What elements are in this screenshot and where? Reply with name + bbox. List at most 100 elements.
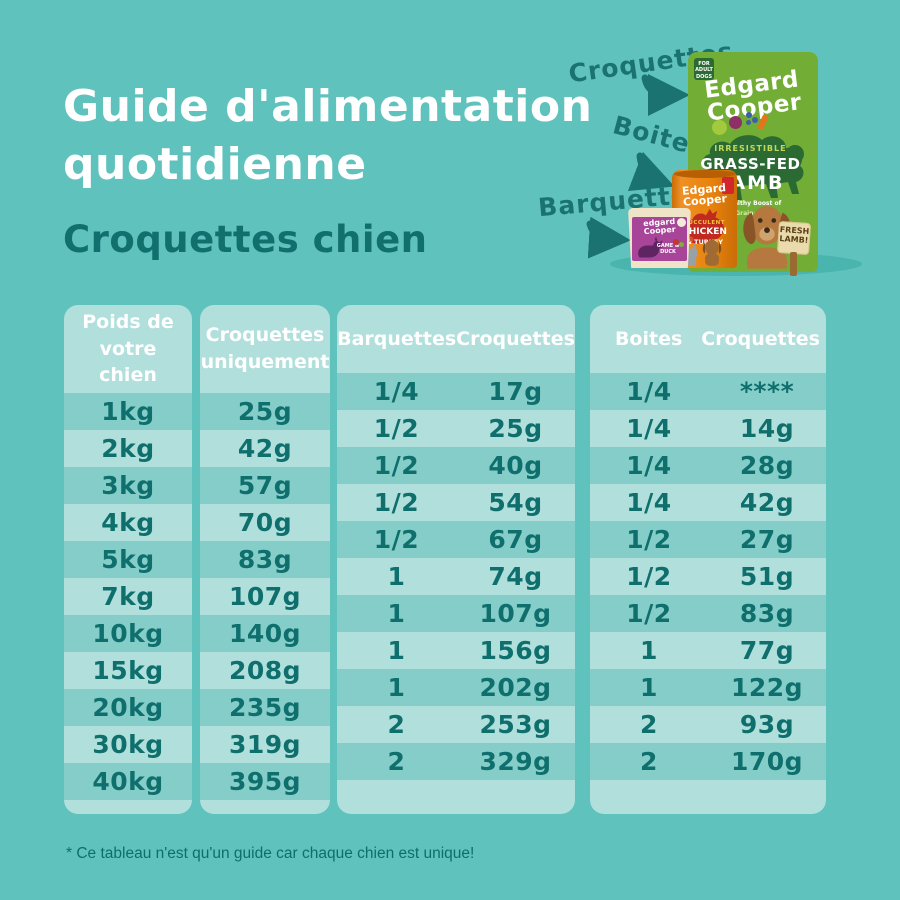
dog-illustration [743, 205, 791, 269]
table-row: 30kg [64, 726, 192, 763]
page-subtitle: Croquettes chien [63, 218, 428, 261]
title-line-2: quotidienne [63, 139, 367, 191]
berry-icon [673, 239, 679, 245]
tray-flavor: GAME & DUCK [656, 243, 680, 255]
table-row: 1/4 28g [590, 447, 826, 484]
table-cell: 17g [488, 377, 543, 406]
table-row: 1/2 25g [337, 410, 575, 447]
column-header-kibble-only: Croquettes uniquement [200, 324, 330, 373]
table-cell: 1 [640, 636, 658, 665]
table-row: 5kg [64, 541, 192, 578]
table-cell: 1/4 [626, 488, 672, 517]
table-row: 1/2 67g [337, 521, 575, 558]
table-kibble-only: Croquettes uniquement 25g 42g 57g 70g 83g 107… [200, 305, 330, 814]
table-trays: Barquettes Croquettes 1/4 17g 1/2 25g 1/2 40g… [337, 305, 575, 814]
sign-line-2: LAMB! [779, 234, 809, 246]
tray-label: edgard Cooper GAME & DUCK [632, 217, 687, 261]
blueberry-icon [746, 120, 751, 125]
table-cell: 395g [228, 767, 302, 796]
table-cell: 107g [479, 599, 552, 628]
table-row: 1kg [64, 393, 192, 430]
grain-free-label: Grain-Free [735, 210, 771, 217]
table-row: 2 253g [337, 706, 575, 743]
table-cell: 1/4 [626, 451, 672, 480]
table-row: 4kg [64, 504, 192, 541]
title-line-1: Guide d'alimentation [63, 81, 593, 132]
table-cell: 1 [387, 673, 406, 702]
table-cell: 107g [228, 582, 302, 611]
table-row: 25g [200, 393, 330, 430]
column-header-weight: Poids de votre chien [82, 311, 174, 387]
fresh-lamb-sign: FRESH LAMB! [776, 220, 812, 256]
table-cell: 40g [488, 451, 543, 480]
table-body-trays: 1/4 17g 1/2 25g 1/2 40g 1/2 54g 1/2 67g 1 74g 1 107g 1… [337, 373, 575, 780]
footnote: * Ce tableau n'est qu'un guide car chaqu… [66, 845, 475, 862]
table-cell: 25g [488, 414, 543, 443]
can-badge [722, 177, 734, 194]
apple-icon [679, 242, 684, 247]
sign-post [790, 252, 797, 276]
table-cell: 2 [387, 710, 406, 739]
deer-silhouette-icon [638, 236, 664, 258]
table-cell: 4kg [101, 508, 155, 537]
table-cell: 74g [488, 562, 543, 591]
table-cell: 1 [387, 636, 406, 665]
table-row: 7kg [64, 578, 192, 615]
table-row: 1/4 17g [337, 373, 575, 410]
table-cell: 1/2 [626, 525, 672, 554]
table-row: 3kg [64, 467, 192, 504]
beetroot-icon [729, 116, 742, 129]
arrow-icon-croquettes [641, 73, 690, 116]
table-row: 1/4 42g [590, 484, 826, 521]
table-cell: 57g [237, 471, 293, 500]
table-row: 20kg [64, 689, 192, 726]
table-row: 2kg [64, 430, 192, 467]
table-row: 1/2 27g [590, 521, 826, 558]
table-row: 395g [200, 763, 330, 800]
puppy-illustration [702, 239, 722, 266]
table-cell: 28g [739, 451, 795, 480]
table-row: 140g [200, 615, 330, 652]
column-header-boites: Boites [614, 328, 683, 351]
table-row: 10kg [64, 615, 192, 652]
bag-note: Healthy Boost of [724, 200, 782, 207]
table-cell: 1 [387, 599, 406, 628]
food-tray: edgard Cooper GAME & DUCK [628, 208, 691, 268]
table-cell: 1/2 [373, 451, 420, 480]
table-cell: 70g [237, 508, 293, 537]
table-cell: 7kg [101, 582, 155, 611]
table-cell: 170g [730, 747, 804, 776]
table-cell: 40kg [92, 767, 164, 796]
table-cell: 319g [228, 730, 302, 759]
table-cell: 156g [479, 636, 552, 665]
blueberry-icon [746, 112, 752, 118]
table-cell: 329g [479, 747, 552, 776]
table-row: 2 329g [337, 743, 575, 780]
can-flavor-intro: SUCCULENT [683, 220, 726, 226]
can-rim [674, 170, 735, 178]
column-headers-trays: Barquettes Croquettes [337, 305, 575, 373]
table-cell: 5kg [101, 545, 155, 574]
table-row: 1/2 51g [590, 558, 826, 595]
table-cell: 1 [640, 673, 658, 702]
feeding-tables: Poids de votre chien 1kg 2kg 3kg 4kg 5kg 7kg 1… [64, 305, 826, 814]
table-cell: 93g [739, 710, 795, 739]
table-cell: 83g [739, 599, 795, 628]
table-row: 1 156g [337, 632, 575, 669]
bag-flavor-line1: GRASS-FED [700, 155, 801, 173]
table-row: 1 77g [590, 632, 826, 669]
table-cell: 51g [739, 562, 795, 591]
bag-tagline: IRRESISTIBLE [714, 144, 787, 153]
table-cell: 30kg [92, 730, 164, 759]
table-cell: 2 [387, 747, 406, 776]
table-cell: 202g [479, 673, 552, 702]
arrow-icon-boites [627, 151, 675, 192]
table-body-kibble-only: 25g 42g 57g 70g 83g 107g 140g 208g 235g 319g 395g [200, 393, 330, 800]
table-cell: 122g [730, 673, 804, 702]
table-row: 1 74g [337, 558, 575, 595]
table-row: 40kg [64, 763, 192, 800]
table-cell: 1 [387, 562, 406, 591]
table-weight: Poids de votre chien 1kg 2kg 3kg 4kg 5kg 7kg 1… [64, 305, 192, 814]
table-row: 57g [200, 467, 330, 504]
